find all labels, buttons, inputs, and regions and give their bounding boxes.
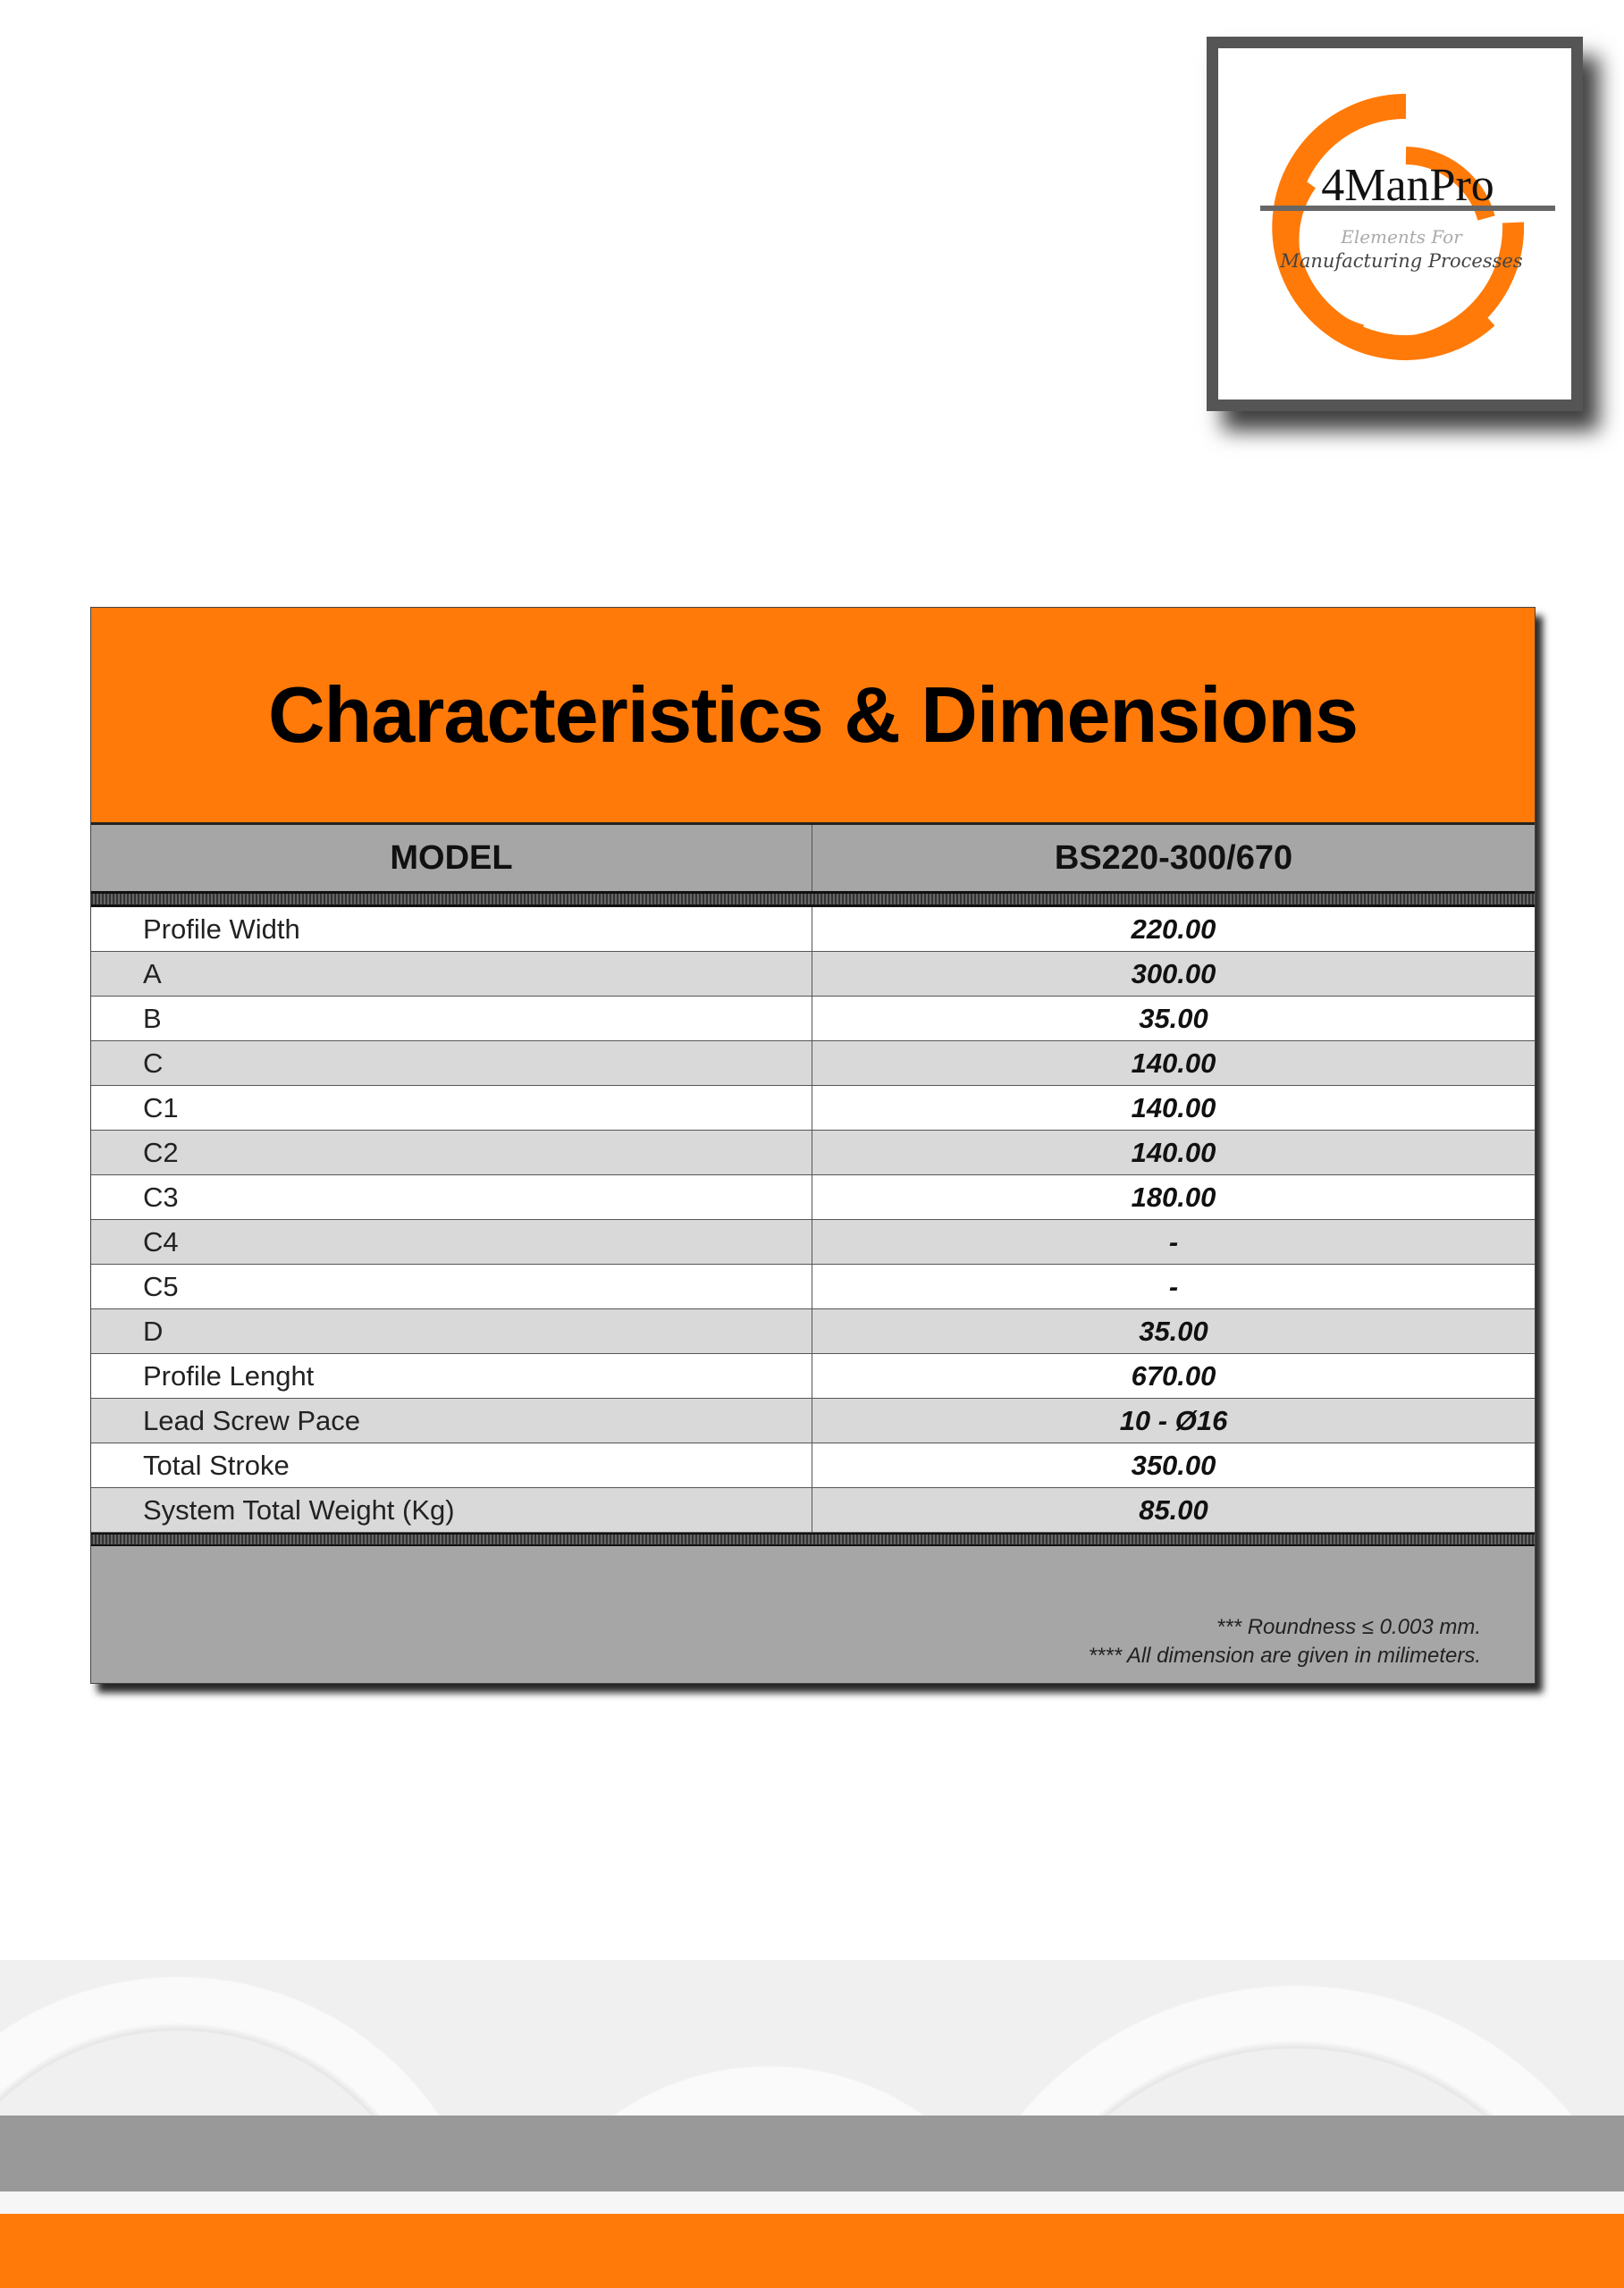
row-value: 35.00 [1139,1315,1208,1347]
table-row: Total Stroke 350.00 [91,1443,1535,1488]
table-row: C5 - [91,1265,1535,1309]
row-label: System Total Weight (Kg) [91,1488,812,1532]
table-row: C4 - [91,1220,1535,1265]
company-logo: 4ManPro Elements For Manufacturing Proce… [1207,37,1583,411]
row-label: C2 [91,1131,812,1174]
row-value: - [1168,1270,1179,1302]
row-value: 10 - Ø16 [1119,1404,1228,1436]
row-value: 670.00 [1131,1359,1216,1392]
row-value: 35.00 [1139,1002,1208,1034]
table-footer: *** Roundness ≤ 0.003 mm. **** All dimen… [91,1546,1535,1683]
row-label: D [91,1309,812,1353]
table-row: A 300.00 [91,952,1535,997]
footnote-roundness: *** Roundness ≤ 0.003 mm. [1216,1615,1481,1639]
divider-stripe [91,894,1535,907]
row-value: - [1168,1225,1179,1258]
characteristics-table: Characteristics & Dimensions MODEL BS220… [90,607,1536,1684]
row-label: Lead Screw Pace [91,1399,812,1443]
logo-graphic: 4ManPro Elements For Manufacturing Proce… [1260,93,1555,360]
row-label: C4 [91,1220,812,1264]
table-row: C3 180.00 [91,1175,1535,1220]
row-label: Total Stroke [91,1443,812,1487]
row-value: 140.00 [1131,1047,1216,1079]
row-value: 140.00 [1131,1136,1216,1168]
row-value: 140.00 [1131,1091,1216,1123]
logo-tagline-1: Elements For [1340,226,1463,248]
decorative-background [0,1960,1624,2116]
table-row: C2 140.00 [91,1131,1535,1175]
table-row: System Total Weight (Kg) 85.00 [91,1488,1535,1533]
row-label: Profile Lenght [91,1354,812,1398]
table-row: C1 140.00 [91,1086,1535,1131]
row-label: B [91,997,812,1040]
row-label: C1 [91,1086,812,1130]
table-row: B 35.00 [91,997,1535,1041]
footnote-units: **** All dimension are given in milimete… [1088,1644,1481,1668]
table-body: Profile Width 220.00 A 300.00 B 35.00 C 140.00 C… [91,907,1535,1533]
logo-wordmark: 4ManPro [1321,160,1494,211]
header-model-value: BS220-300/670 [1054,838,1293,877]
row-value: 85.00 [1139,1493,1208,1526]
table-row: Profile Width 220.00 [91,907,1535,952]
table-row: Lead Screw Pace 10 - Ø16 [91,1399,1535,1443]
footer-gray-band [0,2116,1624,2191]
row-label: A [91,952,812,996]
row-value: 220.00 [1131,913,1216,945]
row-label: Profile Width [91,907,812,951]
row-label: C5 [91,1265,812,1308]
divider-stripe [91,1533,1535,1546]
row-value: 180.00 [1131,1181,1216,1213]
footer-orange-band [0,2214,1624,2288]
table-row: D 35.00 [91,1309,1535,1354]
row-label: C [91,1041,812,1085]
row-value: 350.00 [1131,1449,1216,1481]
table-header-row: MODEL BS220-300/670 [91,825,1535,894]
header-model-label: MODEL [91,825,812,891]
logo-tagline-2: Manufacturing Processes [1279,250,1522,272]
row-label: C3 [91,1175,812,1219]
table-title: Characteristics & Dimensions [267,670,1359,759]
row-value: 300.00 [1131,957,1216,989]
table-row: C 140.00 [91,1041,1535,1086]
table-row: Profile Lenght 670.00 [91,1354,1535,1399]
table-title-band: Characteristics & Dimensions [91,608,1535,825]
footer-gap [0,2191,1624,2214]
